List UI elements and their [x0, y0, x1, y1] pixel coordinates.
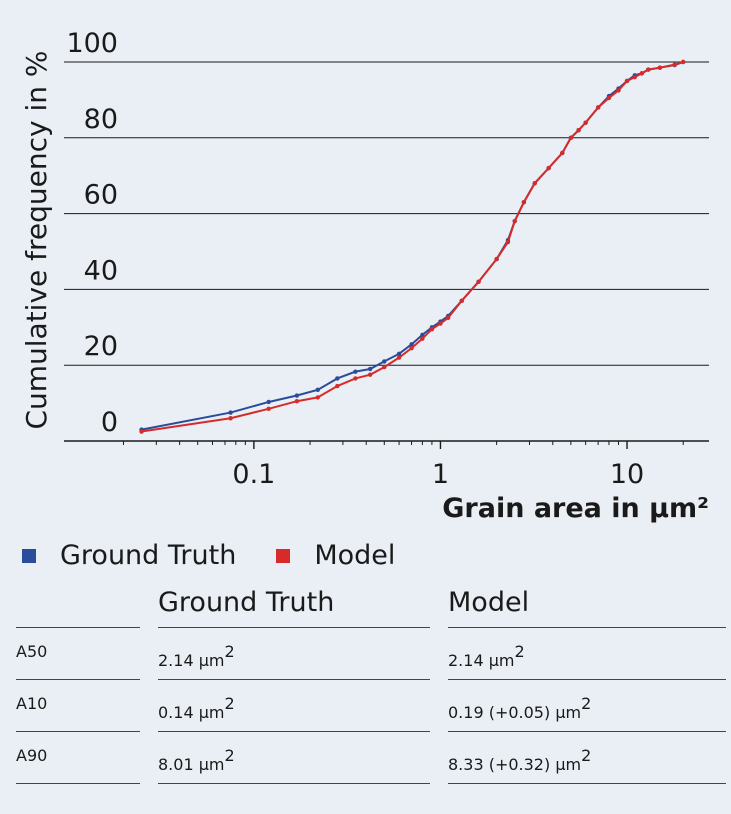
data-point-model: [420, 336, 425, 341]
data-point-model: [438, 321, 443, 326]
grid-lines: [64, 61, 709, 442]
data-point-model: [680, 59, 686, 65]
data-point-model: [560, 150, 565, 156]
data-point-ground-truth: [294, 393, 300, 398]
data-point-model: [396, 355, 402, 360]
data-point-model: [445, 315, 451, 321]
table-cell-model: 2.14 µm2: [448, 627, 726, 680]
data-point-model: [568, 135, 574, 140]
data-point-model: [624, 78, 630, 84]
y-tick-label: 80: [84, 104, 118, 135]
y-axis-label: Cumulative frequency in %: [20, 50, 53, 429]
cumulative-frequency-chart: 0 20 40 60 80 100 0.1 1 10 Cumulative frequency…: [20, 28, 709, 524]
y-tick-label: 20: [84, 331, 118, 362]
x-tick-label: 0.1: [232, 459, 275, 490]
legend-item-model: Model: [276, 540, 395, 571]
data-point-ground-truth: [420, 332, 425, 338]
x-tick-label: 10: [610, 459, 644, 490]
data-point-model: [646, 67, 651, 72]
data-point-ground-truth: [367, 366, 373, 372]
data-point-model: [639, 71, 645, 76]
x-tick-labels: 0.1 1 10: [122, 441, 684, 490]
data-point-model: [459, 298, 464, 303]
data-point-model: [576, 128, 581, 133]
data-point-model: [616, 88, 621, 93]
data-point-model: [583, 120, 588, 125]
data-point-model: [512, 218, 517, 224]
data-point-model: [632, 74, 637, 80]
table-cell-model: 0.19 (+0.05) µm2: [448, 679, 726, 732]
y-tick-label: 100: [66, 28, 118, 59]
data-point-model: [294, 399, 300, 404]
data-point-model: [505, 239, 511, 245]
data-point-ground-truth: [266, 399, 271, 405]
table-cell-model: 8.33 (+0.32) µm2: [448, 731, 726, 784]
data-point-model: [315, 395, 320, 400]
table-row-label: A10: [16, 679, 140, 732]
data-point-ground-truth: [353, 369, 358, 374]
data-point-model: [521, 200, 527, 205]
table-header-model: Model: [448, 583, 726, 628]
series-line-model: [141, 61, 684, 433]
table-cell-ground-truth: 8.01 µm2: [158, 731, 430, 784]
data-point-model: [266, 406, 271, 411]
data-point-model: [367, 372, 373, 377]
legend: Ground Truth Model: [22, 540, 435, 571]
legend-label-model: Model: [314, 540, 396, 571]
data-point-model: [546, 165, 551, 171]
data-point-model: [335, 383, 340, 389]
data-point-ground-truth: [335, 376, 340, 381]
data-point-ground-truth: [396, 351, 402, 357]
data-point-model: [139, 429, 144, 434]
data-point-model: [228, 416, 233, 421]
data-point-model: [382, 364, 387, 370]
data-point-model: [429, 326, 435, 332]
y-tick-label: 40: [84, 255, 118, 286]
table-row-label: A50: [16, 627, 140, 680]
data-point-model: [595, 105, 601, 110]
y-tick-label: 60: [84, 180, 118, 211]
y-tick-labels: 0 20 40 60 80 100: [66, 28, 118, 438]
y-tick-label: 0: [101, 407, 118, 438]
series-line-ground-truth: [141, 61, 684, 431]
legend-label-ground-truth: Ground Truth: [60, 540, 237, 571]
data-point-ground-truth: [382, 359, 387, 364]
x-axis-label: Grain area in µm²: [442, 493, 709, 524]
table-header-blank: [16, 583, 140, 628]
data-point-model: [606, 95, 612, 101]
x-tick-label: 1: [432, 459, 449, 490]
data-point-model: [476, 279, 481, 285]
data-point-model: [672, 62, 677, 67]
table-row-label: A90: [16, 731, 140, 784]
table-header-ground-truth: Ground Truth: [158, 583, 430, 628]
legend-swatch-model: [276, 548, 291, 563]
data-point-model: [409, 345, 414, 351]
data-point-model: [353, 376, 358, 381]
series-group: [139, 59, 686, 434]
data-point-ground-truth: [315, 387, 320, 393]
data-point-ground-truth: [409, 342, 414, 347]
table-cell-ground-truth: 2.14 µm2: [158, 627, 430, 680]
legend-item-ground-truth: Ground Truth: [22, 540, 236, 571]
data-point-model: [494, 256, 499, 262]
legend-swatch-ground-truth: [22, 548, 36, 563]
table-cell-ground-truth: 0.14 µm2: [158, 679, 430, 732]
data-point-model: [532, 181, 537, 186]
data-point-model: [657, 65, 663, 70]
data-point-ground-truth: [228, 410, 233, 415]
